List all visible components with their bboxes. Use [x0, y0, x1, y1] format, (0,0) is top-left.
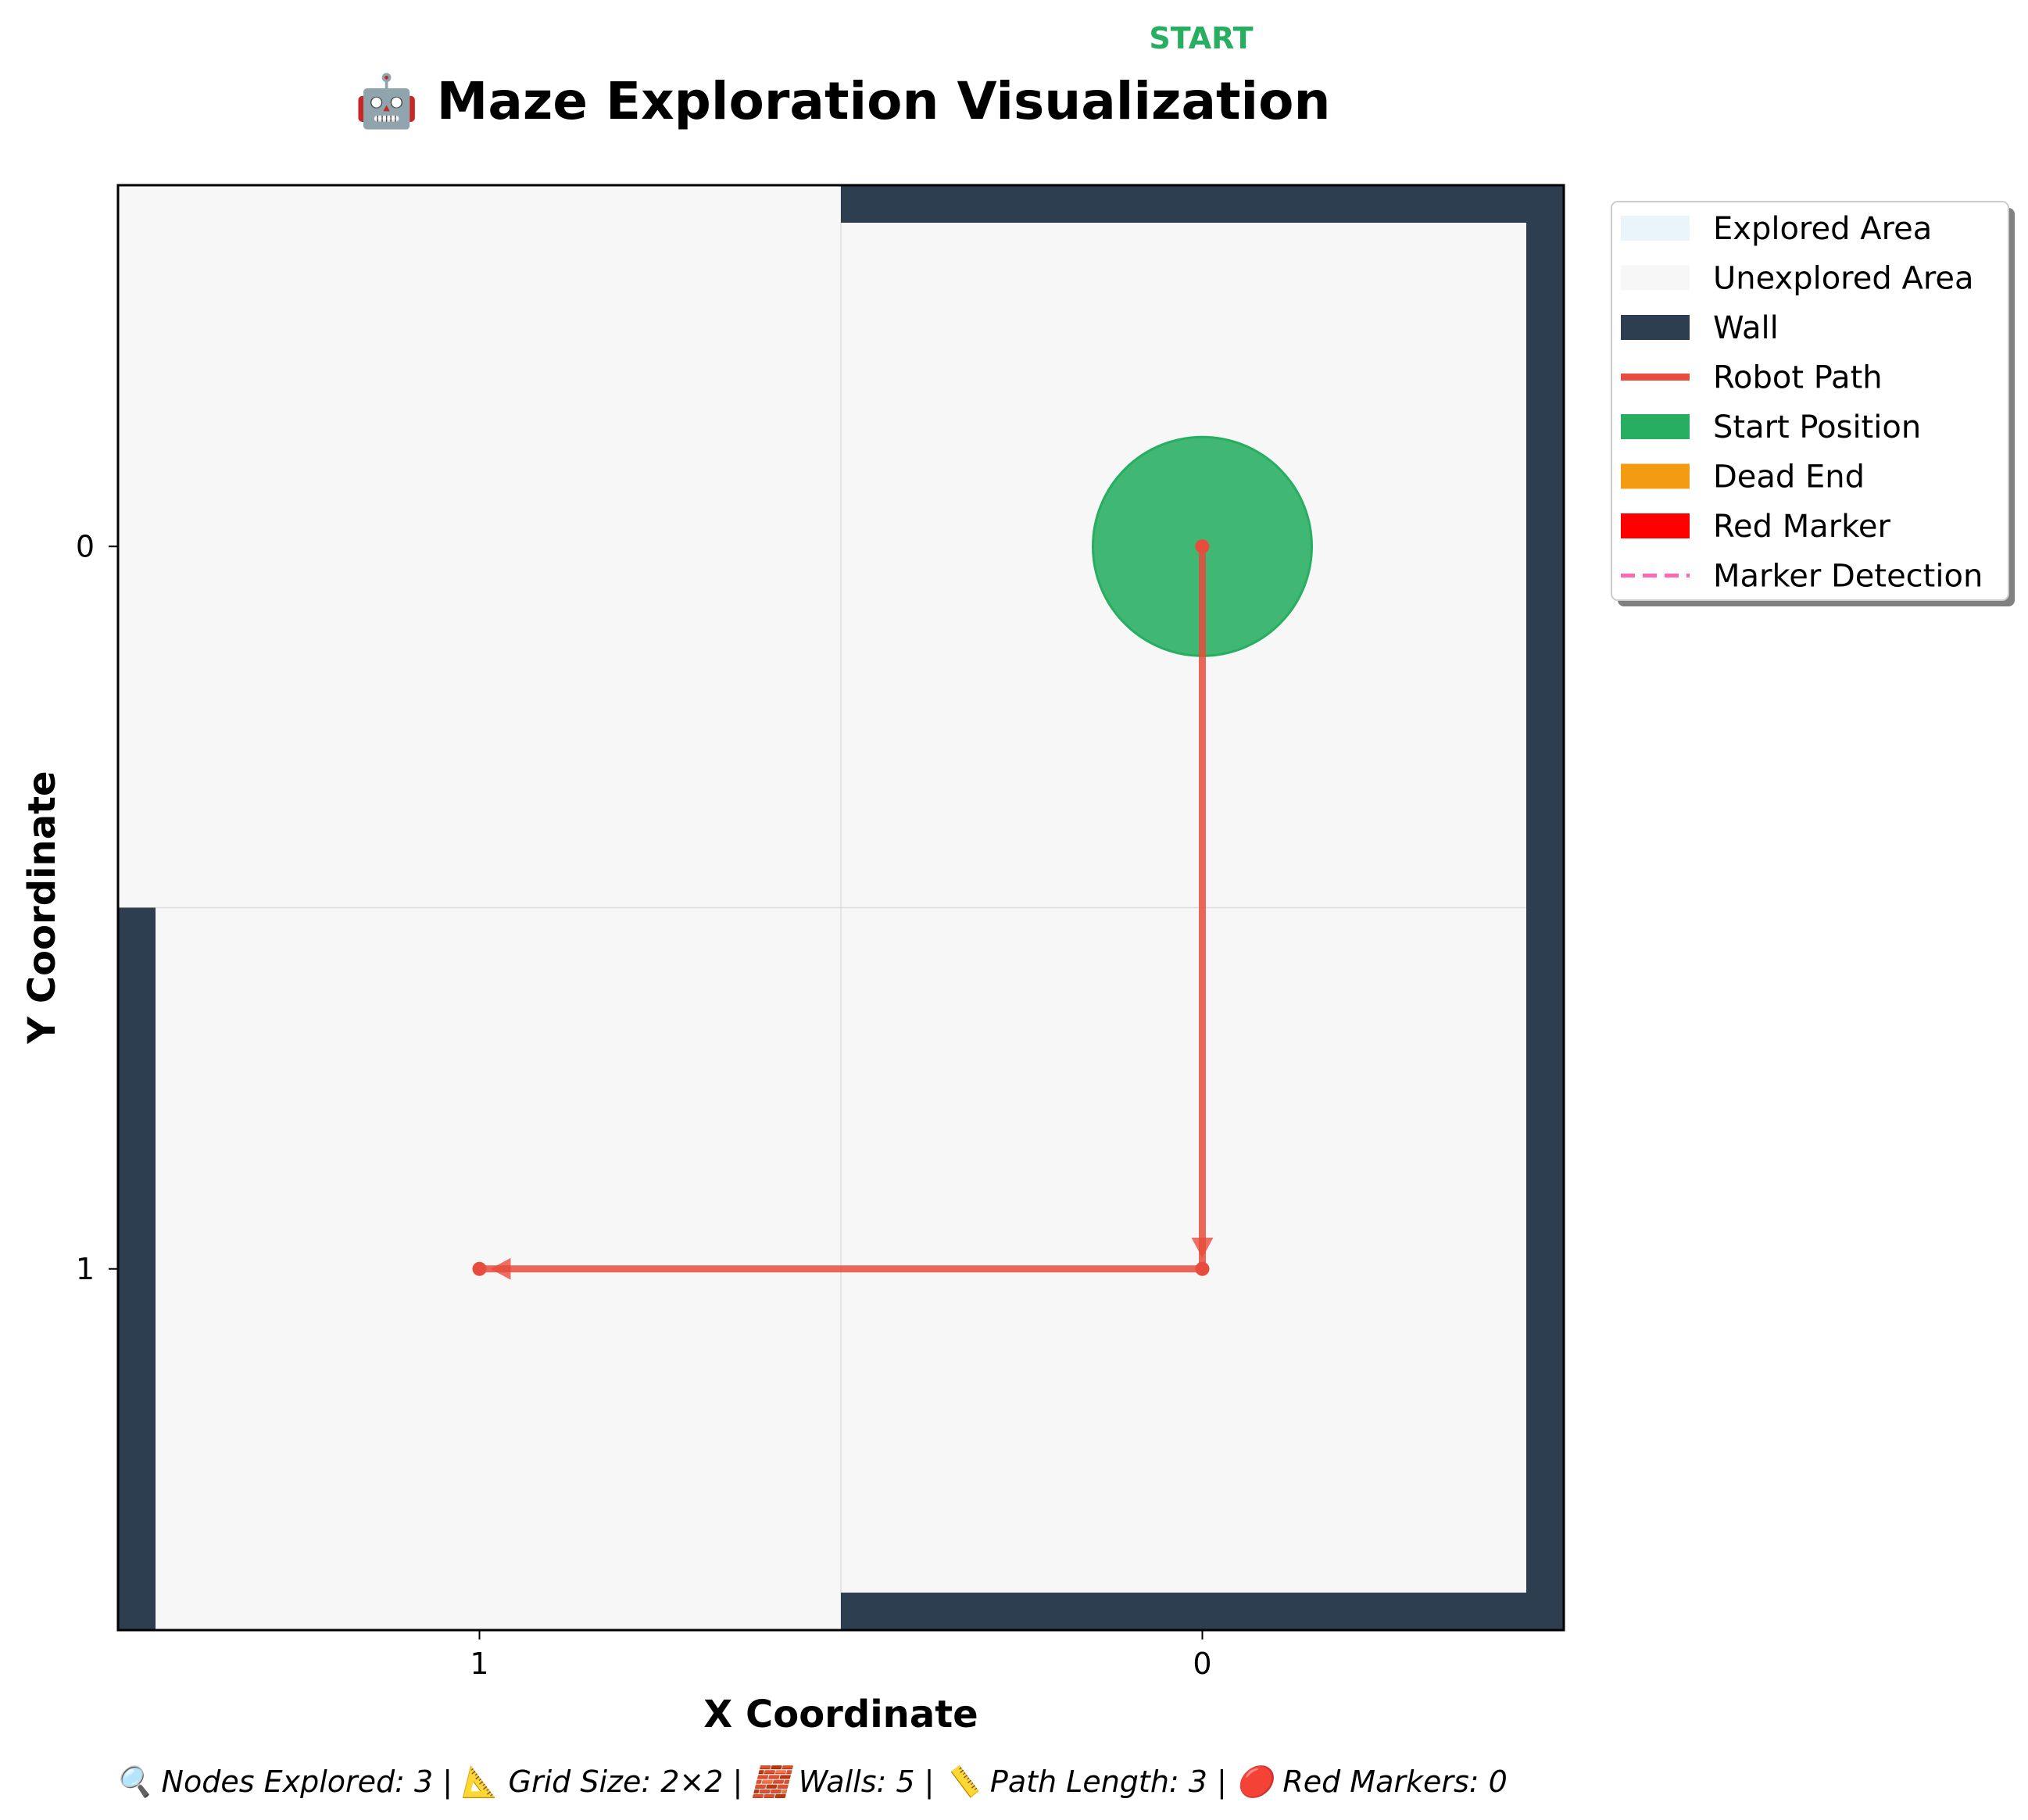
- plot-area: [116, 184, 1565, 1632]
- legend-entry-label: Dead End: [1713, 459, 1865, 495]
- robot-path-node: [472, 1261, 487, 1276]
- legend-swatch: [1621, 216, 1690, 241]
- wall-segment: [841, 185, 1564, 223]
- legend-entry-label: Unexplored Area: [1713, 261, 1974, 297]
- legend-entry-label: Marker Detection: [1713, 559, 1983, 595]
- legend-frame: [1611, 201, 2009, 601]
- legend-swatch: [1621, 414, 1690, 439]
- x-tick-label: 1: [470, 1647, 488, 1681]
- legend-entry-label: Explored Area: [1713, 211, 1932, 247]
- legend-entry-label: Red Marker: [1713, 509, 1891, 545]
- x-axis-label: X Coordinate: [703, 1693, 978, 1736]
- wall-segment: [118, 907, 156, 1630]
- wall-segment: [1526, 907, 1564, 1630]
- legend-entry-label: Robot Path: [1713, 360, 1883, 396]
- wall-segment: [1526, 185, 1564, 908]
- y-axis-label: Y Coordinate: [20, 771, 64, 1044]
- legend-swatch: [1621, 463, 1690, 489]
- wall-segment: [841, 1593, 1564, 1630]
- robot-path-node: [1195, 539, 1210, 554]
- plot-frame: [116, 184, 1565, 1632]
- legend-swatch: [1621, 315, 1690, 340]
- legend-entry-label: Start Position: [1713, 409, 1921, 445]
- legend: Explored Area Unexplored Area Wall Robot Pa…: [1611, 201, 2009, 601]
- y-tick-label: 1: [76, 1252, 95, 1286]
- legend-swatch: [1621, 513, 1690, 538]
- chart-title: 🤖 Maze Exploration Visualization: [354, 71, 1330, 131]
- y-tick-label: 0: [76, 529, 95, 563]
- legend-entry-label: Wall: [1713, 310, 1779, 346]
- maze-cell: [118, 185, 841, 908]
- x-tick-label: 0: [1193, 1647, 1211, 1681]
- robot-path-node: [1195, 1261, 1210, 1276]
- robot-path-arrowhead: [1191, 1237, 1214, 1258]
- start-label: START: [1149, 21, 1253, 55]
- stats-footer: 🔍 Nodes Explored: 3 | 📐 Grid Size: 2×2 |…: [113, 1763, 1508, 1800]
- robot-path-arrowhead: [490, 1257, 511, 1280]
- legend-swatch: [1621, 265, 1690, 291]
